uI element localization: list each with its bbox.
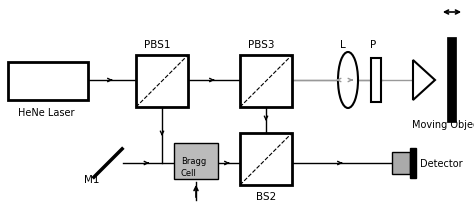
- Text: Detector: Detector: [420, 159, 463, 169]
- Bar: [136, 55, 188, 107]
- Bar: [174, 143, 218, 179]
- Text: Moving Object: Moving Object: [412, 120, 474, 130]
- Text: Bragg
Cell: Bragg Cell: [181, 157, 206, 178]
- Text: PBS3: PBS3: [248, 40, 274, 50]
- Bar: [392, 152, 410, 174]
- Text: M1: M1: [84, 175, 100, 185]
- Bar: [240, 55, 292, 107]
- Text: BS2: BS2: [256, 192, 276, 202]
- Bar: [410, 148, 416, 178]
- Ellipse shape: [338, 52, 358, 108]
- Text: L: L: [340, 40, 346, 50]
- Polygon shape: [413, 60, 435, 100]
- Bar: [371, 58, 381, 102]
- Bar: [8, 62, 88, 100]
- Text: P: P: [370, 40, 376, 50]
- Text: HeNe Laser: HeNe Laser: [18, 108, 74, 118]
- Text: PBS1: PBS1: [144, 40, 171, 50]
- Bar: [240, 133, 292, 185]
